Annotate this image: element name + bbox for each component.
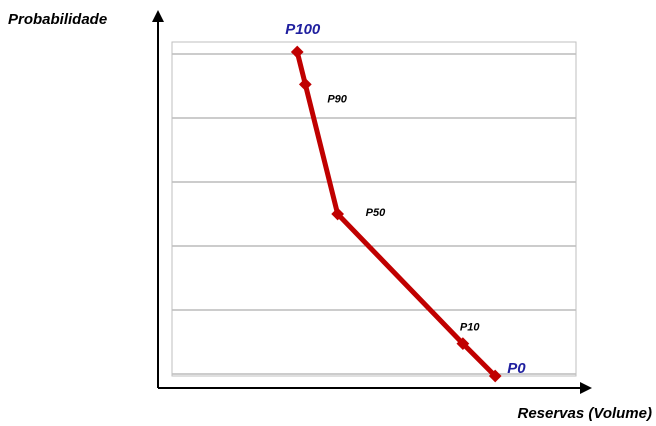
series-layer	[290, 45, 502, 383]
data-label-p10: P10	[460, 322, 480, 334]
y-axis-arrow-icon	[152, 10, 164, 22]
point-marker-p100	[290, 45, 304, 59]
data-label-p90: P90	[327, 93, 347, 105]
y-axis	[152, 10, 164, 388]
x-axis	[158, 382, 592, 394]
x-axis-arrow-icon	[580, 382, 592, 394]
data-label-p0: P0	[507, 360, 526, 377]
data-labels: P100 P90 P50 P10 P0	[285, 21, 526, 377]
point-marker-p10	[456, 337, 470, 350]
point-marker-p90	[298, 78, 312, 91]
plot-area-border	[171, 41, 577, 377]
point-marker-p50	[331, 207, 345, 221]
x-axis-label: Reservas (Volume)	[517, 405, 652, 422]
data-label-p50: P50	[366, 207, 386, 219]
y-axis-label: Probabilidade	[8, 11, 107, 28]
point-marker-p0	[488, 369, 502, 383]
data-label-p100: P100	[285, 21, 321, 38]
gridlines	[172, 53, 576, 375]
